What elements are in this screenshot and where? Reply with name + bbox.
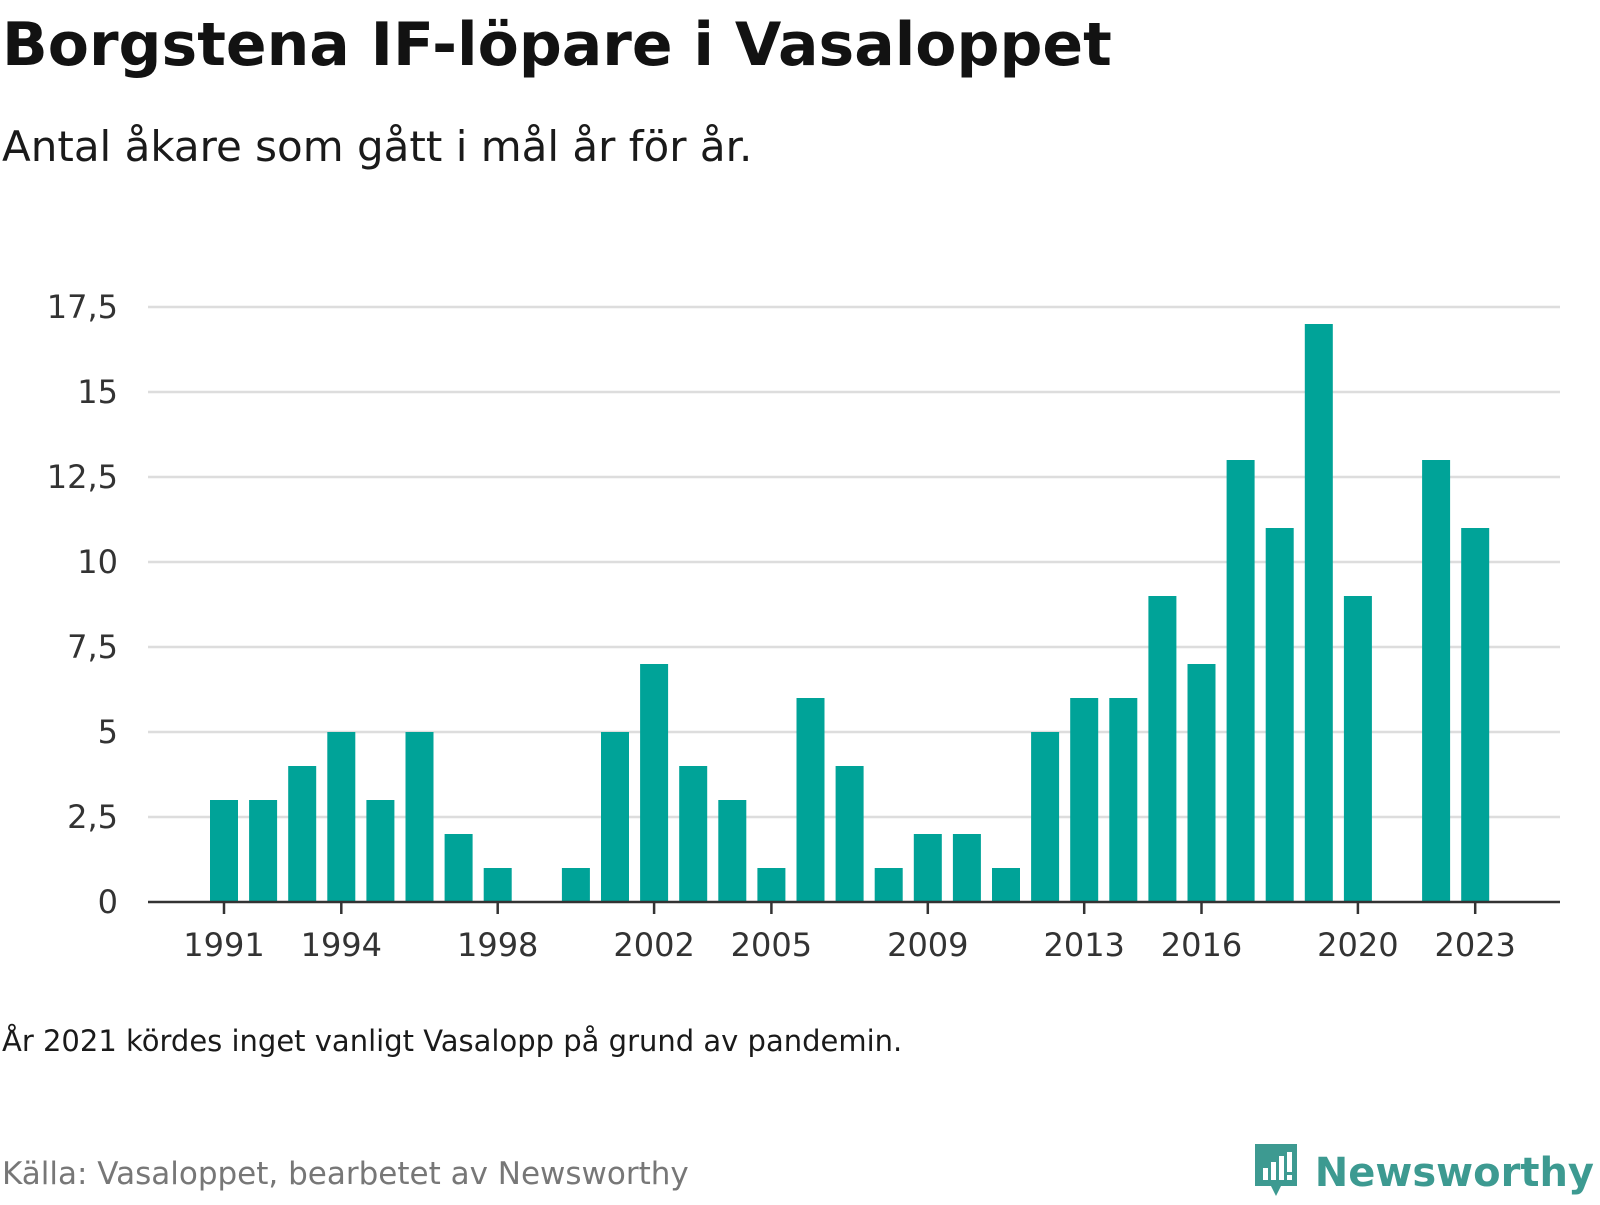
bar: [327, 732, 356, 902]
x-tick-label: 2023: [1434, 926, 1515, 964]
bar: [444, 834, 473, 902]
bar: [1304, 324, 1333, 902]
y-tick-label: 0: [98, 883, 118, 921]
x-tick-label: 1998: [457, 926, 538, 964]
x-tick-label: 2016: [1161, 926, 1242, 964]
y-tick-label: 17,5: [47, 288, 118, 326]
bar: [992, 868, 1020, 902]
brand-name: Newsworthy: [1314, 1149, 1594, 1196]
bar: [1148, 596, 1177, 902]
x-axis-labels: 1991 1994 1998 2002 2005 2009 2013 2016 2020 2023: [183, 926, 1516, 964]
bar: [679, 766, 708, 902]
bar: [1422, 460, 1451, 902]
bar: [1031, 732, 1060, 902]
bars: [210, 324, 1490, 902]
y-tick-label: 12,5: [47, 458, 118, 496]
y-tick-label: 7,5: [67, 628, 118, 666]
x-tick-label: 2005: [731, 926, 812, 964]
chart-title: Borgstena IF-löpare i Vasaloppet: [2, 10, 1112, 80]
bar: [288, 766, 317, 902]
bar: [1109, 698, 1138, 902]
x-axis: [148, 900, 1560, 914]
bar: [405, 732, 434, 902]
y-tick-label: 10: [77, 543, 118, 581]
bar: [210, 800, 238, 902]
x-tick-label: 1991: [183, 926, 264, 964]
bar: [483, 868, 512, 902]
bar: [561, 868, 590, 902]
bar: [1343, 596, 1372, 902]
y-axis-labels: 0 2,5 5 7,5 10 12,5 15 17,5: [47, 288, 118, 921]
bar: [796, 698, 825, 902]
x-tick-label: 2002: [613, 926, 694, 964]
bar: [757, 868, 786, 902]
bar: [1187, 664, 1216, 902]
bar: [874, 868, 903, 902]
bar: [640, 664, 669, 902]
x-tick-label: 2013: [1043, 926, 1124, 964]
bar: [1070, 698, 1099, 902]
y-tick-label: 15: [77, 373, 118, 411]
newsworthy-logo-icon: [1251, 1140, 1301, 1205]
chart-subtitle: Antal åkare som gått i mål år för år.: [2, 122, 753, 171]
brand-logo: Newsworthy: [1251, 1140, 1594, 1205]
x-tick-label: 2020: [1317, 926, 1398, 964]
source-credit: Källa: Vasaloppet, bearbetet av Newswort…: [2, 1156, 689, 1192]
bar: [952, 834, 981, 902]
bar: [718, 800, 747, 902]
y-tick-label: 2,5: [67, 798, 118, 836]
bar-chart: 0 2,5 5 7,5 10 12,5 15 17,5 1991 1994 1998 2002 200…: [47, 288, 1560, 964]
bar: [835, 766, 864, 902]
bar: [1226, 460, 1255, 902]
bar: [1265, 528, 1294, 902]
bar: [249, 800, 278, 902]
x-tick-label: 2009: [887, 926, 968, 964]
bar: [601, 732, 629, 902]
y-tick-label: 5: [98, 713, 118, 751]
bar: [913, 834, 942, 902]
bar: [366, 800, 395, 902]
x-tick-label: 1994: [301, 926, 382, 964]
footnote: År 2021 kördes inget vanligt Vasalopp på…: [2, 1024, 903, 1058]
bar: [1461, 528, 1490, 902]
